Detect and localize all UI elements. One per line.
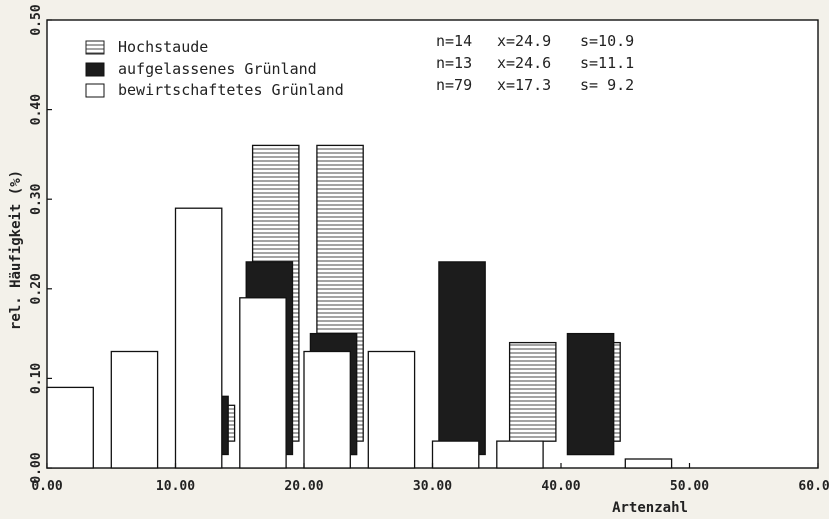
y-tick-label: 0.00 (29, 452, 44, 483)
legend: Hochstaude n=14 x=24.9 s=10.9 aufgelasse… (85, 32, 634, 99)
bar-bewirtschaftetes (496, 440, 544, 469)
legend-label: Hochstaude (118, 38, 208, 56)
x-tick-label: 20.00 (284, 479, 323, 494)
legend-stat-sd: s=11.1 (580, 54, 634, 72)
x-tick-label: 0.00 (31, 479, 62, 494)
legend-stat-n: n=79 (436, 76, 472, 94)
legend-stat-sd: s= 9.2 (580, 76, 634, 94)
legend-item-bewirtschaftetes: bewirtschaftetes Grünland n=79 x=17.3 s=… (85, 76, 634, 99)
legend-stat-n: n=13 (436, 54, 472, 72)
x-tick-label: 50.00 (670, 479, 709, 494)
bars-layer (46, 144, 673, 469)
bar-bewirtschaftetes (174, 207, 223, 469)
bar-bewirtschaftetes (46, 386, 94, 469)
y-tick-label: 0.40 (29, 94, 44, 125)
bar-bewirtschaftetes (624, 458, 673, 469)
x-tick-label: 40.00 (541, 479, 580, 494)
x-tick-label: 30.00 (413, 479, 452, 494)
ticks-layer: 0.00 10.00 20.00 30.00 40.00 50.00 60.00 0.00 0.… (29, 4, 829, 494)
legend-stat-n: n=14 (436, 32, 472, 50)
legend-stat-mean: x=24.9 (497, 32, 551, 50)
bar-hochstaude (508, 341, 557, 442)
y-tick-label: 0.20 (29, 273, 44, 304)
bar-bewirtschaftetes (239, 297, 287, 469)
legend-item-aufgelassenes: aufgelassenes Grünland n=13 x=24.6 s=11.… (85, 54, 634, 78)
legend-label: bewirtschaftetes Grünland (118, 81, 344, 99)
legend-label: aufgelassenes Grünland (118, 60, 317, 78)
bar-aufgelassenes (566, 332, 615, 456)
x-tick-label: 60.00 (798, 479, 829, 494)
legend-item-hochstaude: Hochstaude n=14 x=24.9 s=10.9 (85, 32, 634, 56)
legend-swatch-hatched (85, 40, 105, 55)
y-tick-label: 0.50 (29, 4, 44, 35)
bar-bewirtschaftetes (110, 350, 159, 469)
bar-bewirtschaftetes (431, 440, 480, 469)
legend-stat-sd: s=10.9 (580, 32, 634, 50)
y-tick-label: 0.30 (29, 183, 44, 214)
legend-swatch-black (85, 62, 105, 77)
bar-bewirtschaftetes (367, 350, 416, 469)
y-tick-label: 0.10 (29, 363, 44, 394)
bar-bewirtschaftetes (303, 350, 351, 469)
legend-stat-mean: x=24.6 (497, 54, 551, 72)
y-axis-title: rel. Häufigkeit (%) (8, 170, 24, 330)
x-tick-label: 10.00 (156, 479, 195, 494)
legend-swatch-white (85, 83, 105, 98)
legend-stat-mean: x=17.3 (497, 76, 551, 94)
x-axis-title: Artenzahl (612, 500, 688, 516)
bar-aufgelassenes (438, 261, 486, 456)
